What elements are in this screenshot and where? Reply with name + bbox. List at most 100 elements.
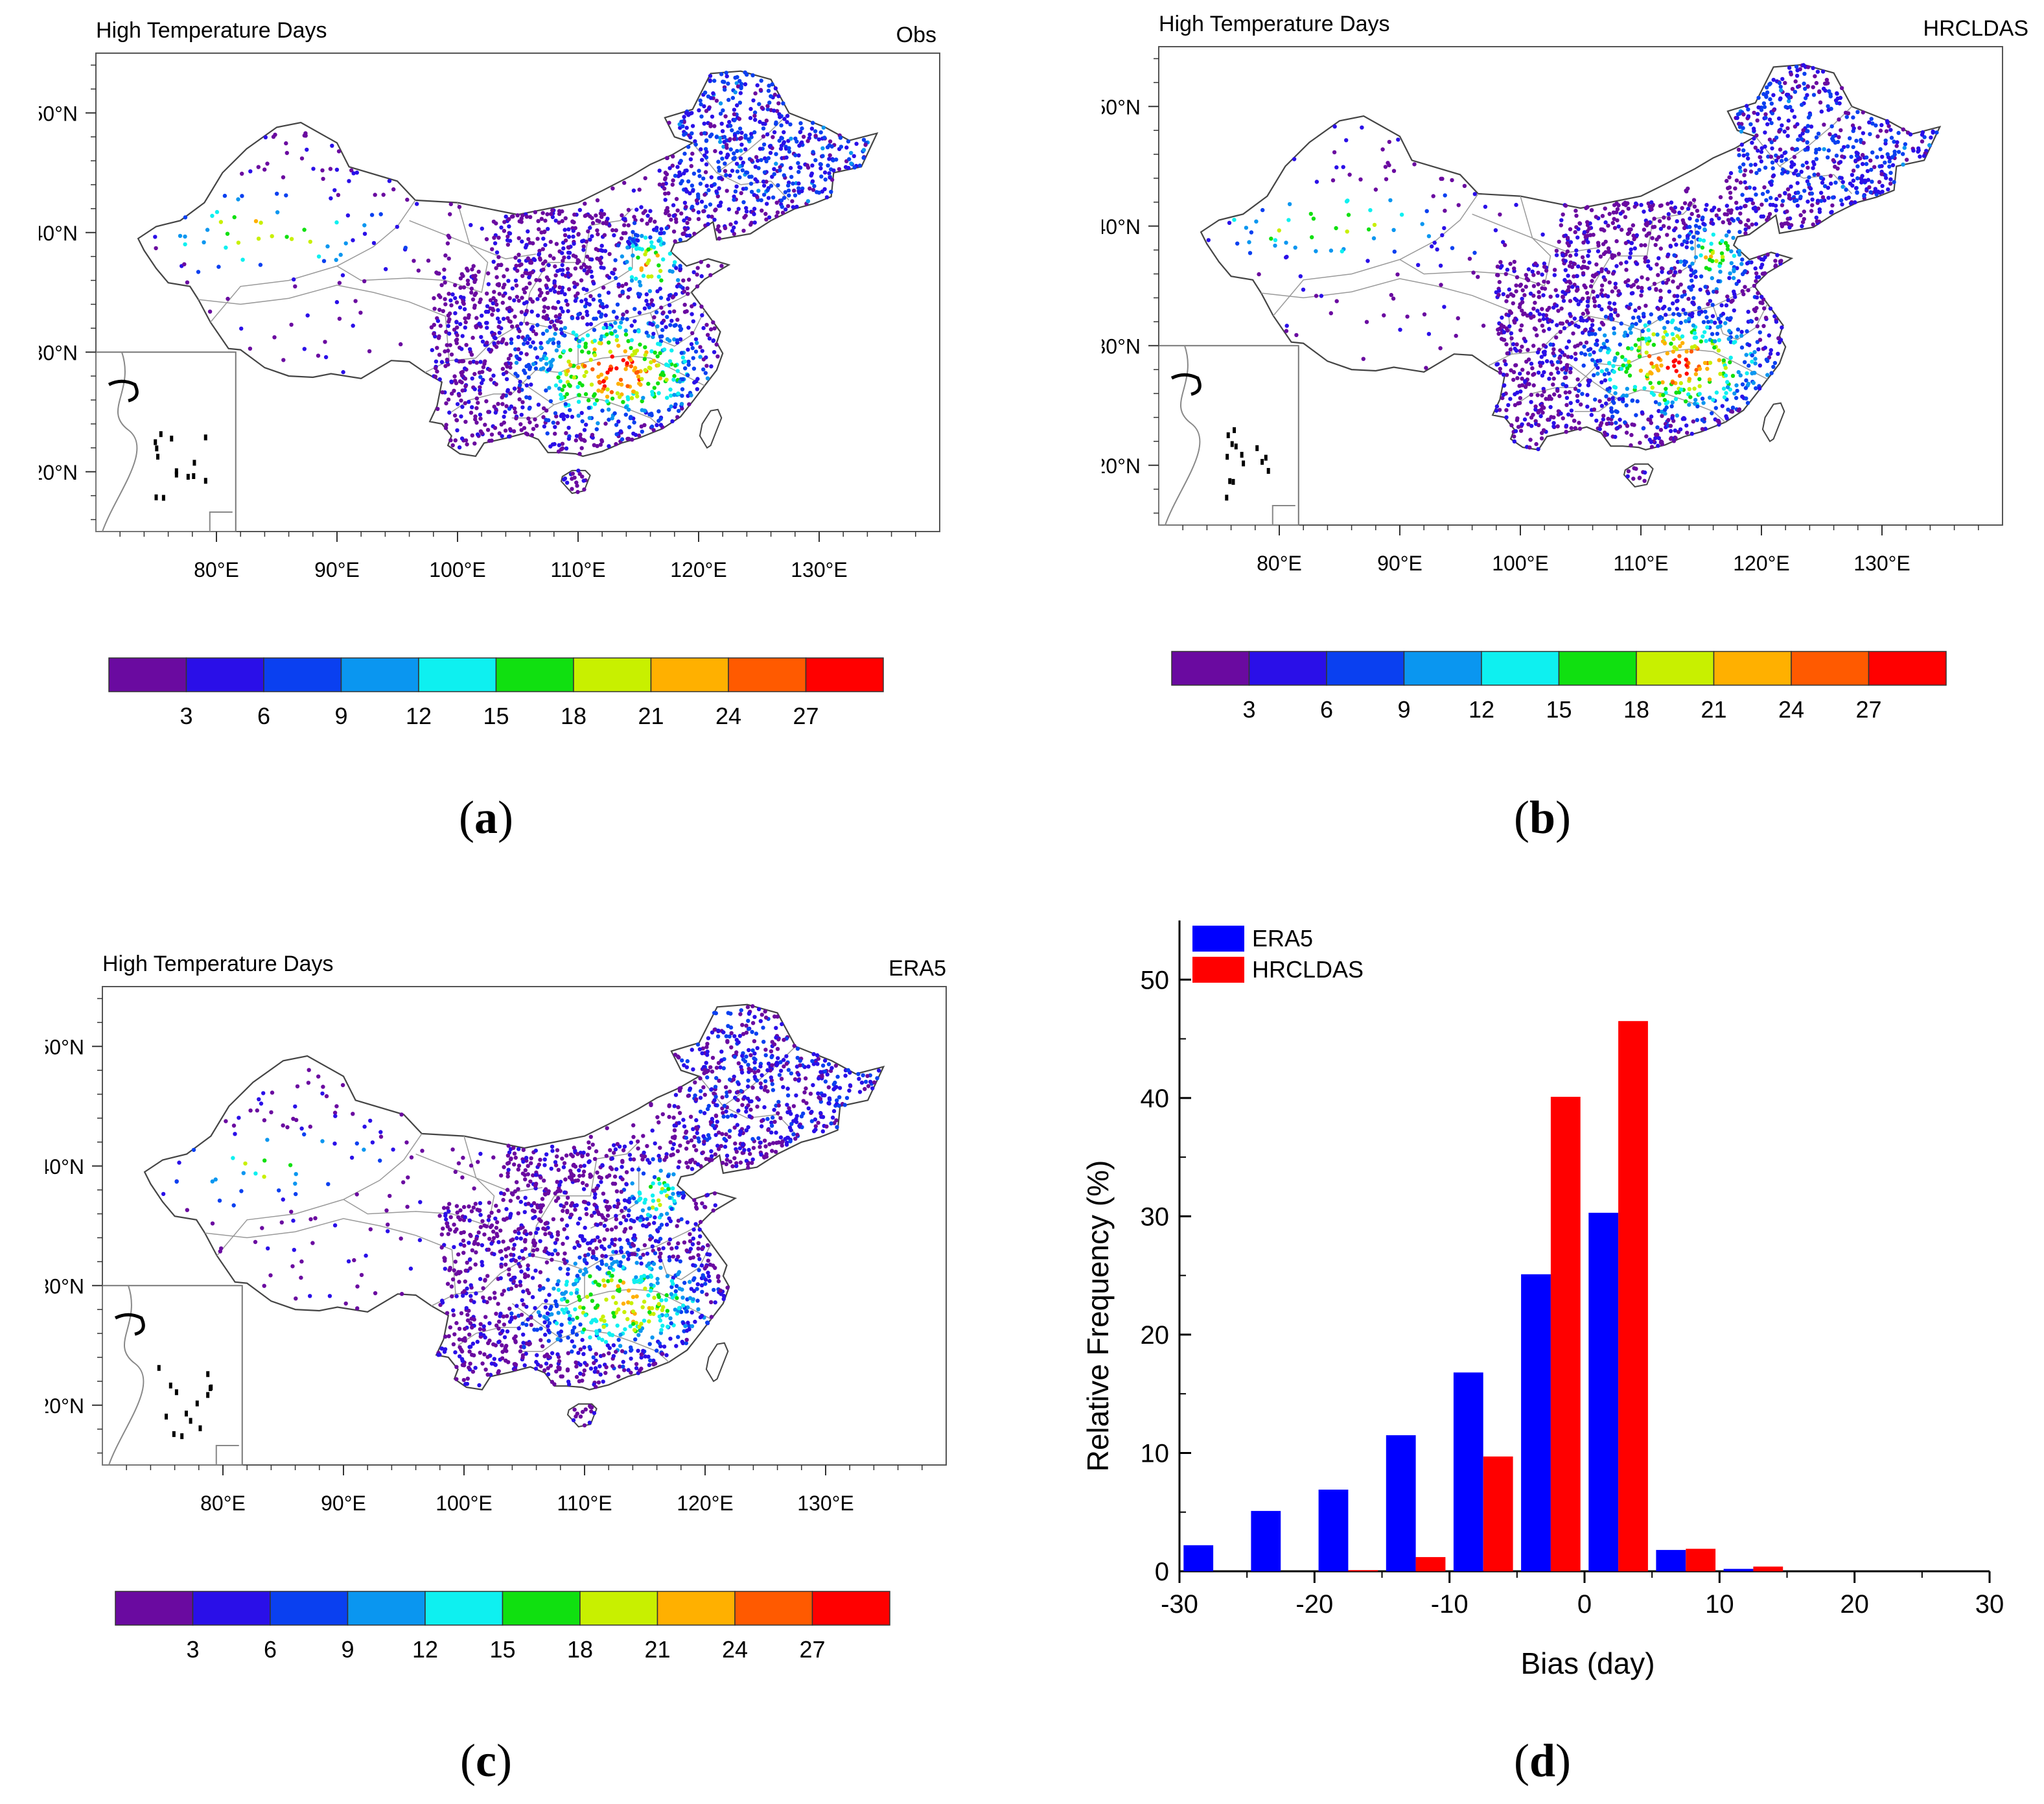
station-dot — [1559, 223, 1563, 228]
station-dot — [1739, 143, 1744, 147]
station-dot — [526, 1172, 530, 1177]
station-dot — [1636, 315, 1641, 320]
station-dot — [1759, 150, 1764, 154]
station-dot — [1605, 350, 1610, 355]
station-dot — [1638, 368, 1643, 373]
station-dot — [708, 74, 713, 78]
station-dot — [701, 325, 706, 331]
station-dot — [1855, 110, 1860, 114]
station-dot — [502, 414, 506, 419]
station-dot — [487, 368, 492, 372]
station-dot — [1511, 377, 1516, 382]
station-dot — [476, 401, 480, 405]
station-dot — [1849, 154, 1853, 159]
station-dot — [1648, 381, 1653, 385]
station-dot — [1310, 235, 1314, 240]
station-dot — [540, 331, 546, 336]
station-dot — [445, 241, 450, 246]
station-dot — [667, 1114, 671, 1119]
station-dot — [708, 273, 713, 277]
station-dot — [1564, 364, 1570, 369]
station-dot — [1739, 129, 1744, 134]
station-dot — [1691, 198, 1697, 202]
station-dot — [500, 339, 505, 344]
station-dot — [1531, 373, 1535, 377]
station-dot — [1710, 411, 1714, 416]
station-dot — [1555, 323, 1559, 327]
station-dot — [1744, 198, 1749, 202]
station-dot — [1761, 323, 1766, 329]
station-dot — [1319, 294, 1324, 298]
station-dot — [153, 235, 157, 239]
station-dot — [715, 1143, 720, 1148]
lat-tick-label: 20°N — [1102, 454, 1141, 478]
station-dot — [663, 170, 668, 175]
station-dot — [800, 140, 804, 145]
station-dot — [1806, 165, 1810, 170]
station-dot — [662, 186, 667, 191]
station-dot — [1867, 185, 1872, 189]
station-dot — [1931, 130, 1935, 135]
station-dot — [1666, 366, 1670, 370]
station-dot — [1671, 279, 1675, 284]
station-dot — [1842, 145, 1846, 150]
station-dot — [735, 148, 739, 154]
station-dot — [1631, 316, 1636, 320]
station-dot — [674, 1245, 679, 1250]
station-dot — [1424, 209, 1429, 213]
station-dot — [526, 256, 531, 261]
station-dot — [447, 292, 451, 296]
station-dot — [1561, 298, 1566, 303]
station-dot — [1614, 239, 1619, 244]
station-dot — [585, 312, 590, 318]
station-dot — [1922, 154, 1927, 158]
station-dots — [161, 1004, 881, 1428]
station-dot — [1622, 333, 1627, 338]
station-dot — [1877, 180, 1882, 184]
station-dot — [582, 268, 586, 273]
station-dot — [1599, 404, 1605, 408]
station-dot — [1501, 372, 1506, 377]
station-dot — [1583, 352, 1588, 357]
station-dot — [1537, 294, 1541, 299]
station-dot — [1511, 301, 1515, 306]
station-dot — [602, 233, 607, 237]
station-dot — [1673, 205, 1678, 210]
station-dot — [447, 410, 452, 415]
station-dot — [1785, 221, 1789, 226]
station-dot — [439, 1245, 444, 1250]
station-dot — [1785, 209, 1789, 214]
station-dot — [1695, 209, 1700, 213]
station-dot — [490, 312, 494, 317]
station-dot — [1684, 260, 1688, 264]
station-dot — [1612, 401, 1616, 405]
station-dot — [573, 266, 578, 271]
station-dot — [1594, 362, 1598, 368]
station-dot — [1619, 366, 1624, 371]
station-dot — [1613, 285, 1618, 290]
station-dot — [730, 95, 736, 100]
station-dot — [625, 309, 629, 314]
station-dot — [1783, 191, 1787, 195]
station-dot — [1507, 324, 1512, 329]
station-dot — [543, 218, 548, 223]
station-dot — [620, 283, 625, 288]
station-dot — [1625, 423, 1630, 428]
station-dot — [1575, 235, 1580, 240]
station-dot — [521, 1147, 526, 1153]
station-dot — [1763, 144, 1767, 149]
station-dot — [1476, 275, 1480, 279]
station-dot — [1627, 373, 1632, 378]
china-boundary — [1200, 64, 1942, 451]
colorbar-tick-label: 9 — [334, 703, 347, 726]
station-dot — [442, 275, 447, 280]
station-dot — [1650, 204, 1655, 208]
station-dot — [1675, 298, 1680, 303]
station-dot — [472, 441, 477, 446]
station-dot — [1542, 279, 1546, 284]
station-dot — [1585, 220, 1590, 224]
station-dot — [664, 325, 668, 329]
station-dot — [831, 1108, 837, 1114]
province-boundary — [1640, 349, 1768, 380]
station-dot — [704, 109, 709, 113]
